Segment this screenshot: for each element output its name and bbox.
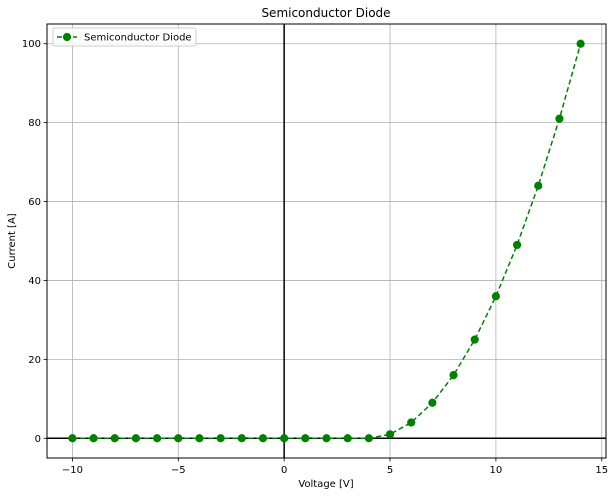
data-point xyxy=(470,335,479,344)
data-point xyxy=(258,434,268,443)
x-tick-label: 5 xyxy=(387,465,393,476)
data-point xyxy=(280,434,289,443)
chart-title: Semiconductor Diode xyxy=(261,6,390,20)
data-point xyxy=(364,434,373,443)
x-axis-label: Voltage [V] xyxy=(298,479,353,490)
y-axis-ticks: 0 20 40 60 80 100 xyxy=(22,39,47,445)
data-point xyxy=(131,434,141,443)
data-point xyxy=(555,114,564,123)
x-tick-label: 10 xyxy=(490,465,503,476)
plot-frame xyxy=(46,23,607,459)
y-tick-label: 40 xyxy=(28,276,41,287)
data-point xyxy=(89,434,98,443)
legend-box xyxy=(52,27,197,47)
y-tick-label: 60 xyxy=(28,197,41,208)
data-point xyxy=(110,434,119,443)
data-point xyxy=(428,398,437,407)
y-tick-label: 80 xyxy=(28,118,41,129)
data-point xyxy=(449,371,458,380)
data-point xyxy=(343,434,352,443)
legend: Semiconductor Diode xyxy=(52,27,197,47)
data-point xyxy=(534,181,543,190)
y-tick-label: 100 xyxy=(22,39,41,50)
x-axis-ticks: −10 −5 0 5 10 15 xyxy=(62,458,608,476)
x-tick-label: −5 xyxy=(171,465,186,476)
x-tick-label: 0 xyxy=(281,465,287,476)
data-point xyxy=(68,434,77,443)
legend-marker xyxy=(62,32,72,42)
data-point xyxy=(301,434,310,443)
data-point xyxy=(512,240,522,250)
x-tick-label: 15 xyxy=(595,465,608,476)
data-point xyxy=(576,39,585,48)
data-point xyxy=(237,434,246,443)
data-point xyxy=(216,434,225,443)
x-tick-label: −10 xyxy=(62,465,83,476)
data-point xyxy=(195,434,204,443)
data-point xyxy=(153,434,162,443)
data-point xyxy=(174,434,183,443)
data-point xyxy=(385,430,395,439)
y-tick-label: 20 xyxy=(28,355,41,366)
data-point xyxy=(407,418,416,427)
legend-label: Semiconductor Diode xyxy=(84,33,192,44)
y-axis-label: Current [A] xyxy=(7,213,18,268)
data-point xyxy=(322,434,331,443)
data-point xyxy=(491,292,500,301)
series-layer xyxy=(68,39,585,443)
y-tick-label: 0 xyxy=(35,434,41,445)
